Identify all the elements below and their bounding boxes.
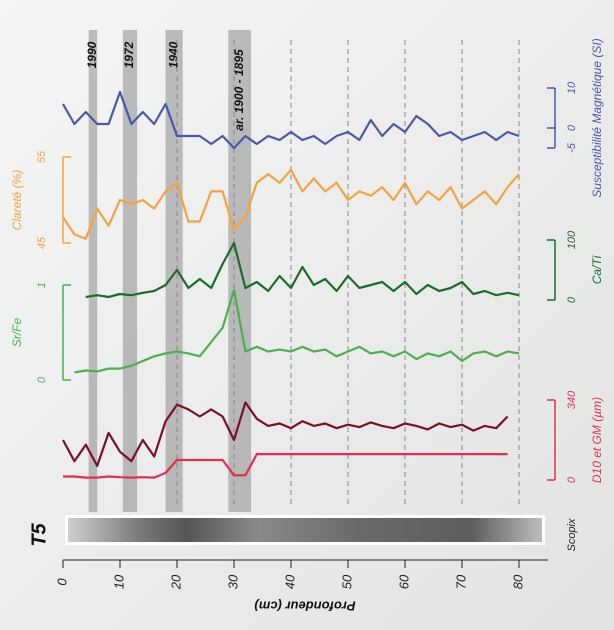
event-label: 1972 xyxy=(122,41,136,68)
x-axis-title: Profondeur (cm) xyxy=(254,599,355,614)
series-line xyxy=(85,241,520,299)
image-label: Scopix xyxy=(566,518,578,552)
x-tick-label: 10 xyxy=(111,574,126,589)
core-image xyxy=(68,518,542,542)
event-label: 1940 xyxy=(166,41,180,68)
x-tick-label: 40 xyxy=(282,574,297,589)
x-tick-label: 70 xyxy=(453,574,468,589)
event-band xyxy=(122,30,138,512)
series-line xyxy=(62,401,509,467)
event-label: 1990 xyxy=(85,41,99,68)
series-line xyxy=(62,90,520,150)
y-tick-label: 0 xyxy=(566,296,578,303)
y-axis-title: Sr/Fe xyxy=(10,318,24,348)
event-band xyxy=(88,30,98,512)
y-tick-label: 10 xyxy=(566,81,578,94)
y-tick-label: 340 xyxy=(566,390,578,409)
y-tick-label: 100 xyxy=(566,230,578,249)
x-tick-label: 60 xyxy=(396,574,411,589)
y-axis-title: Ca/Ti xyxy=(590,255,604,284)
y-axis-title: D10 et GM (µm) xyxy=(590,397,604,483)
y-tick-label: 1 xyxy=(36,282,48,288)
series-line xyxy=(62,168,520,240)
y-axis-title: Clareté (%) xyxy=(10,170,24,231)
y-tick-label: 45 xyxy=(36,236,48,249)
y-tick-label: 0 xyxy=(36,376,48,383)
core-label: T5 xyxy=(28,522,50,546)
y-tick-label: 0 xyxy=(566,124,578,131)
y-tick-label: 0 xyxy=(566,476,578,483)
x-tick-label: 30 xyxy=(225,574,240,589)
y-tick-label: -5 xyxy=(566,142,578,153)
x-tick-label: 50 xyxy=(339,574,354,589)
x-tick-label: 80 xyxy=(510,574,525,589)
x-tick-label: 20 xyxy=(168,574,183,590)
series-line xyxy=(63,453,508,479)
event-band xyxy=(165,30,183,512)
series-line xyxy=(74,288,520,374)
y-axis-title: Susceptibilité Magnétique (SI) xyxy=(590,38,604,197)
y-tick-label: 55 xyxy=(36,150,48,163)
event-label: ar. 1900 - 1895 xyxy=(232,49,246,131)
x-tick-label: 0 xyxy=(54,578,69,586)
